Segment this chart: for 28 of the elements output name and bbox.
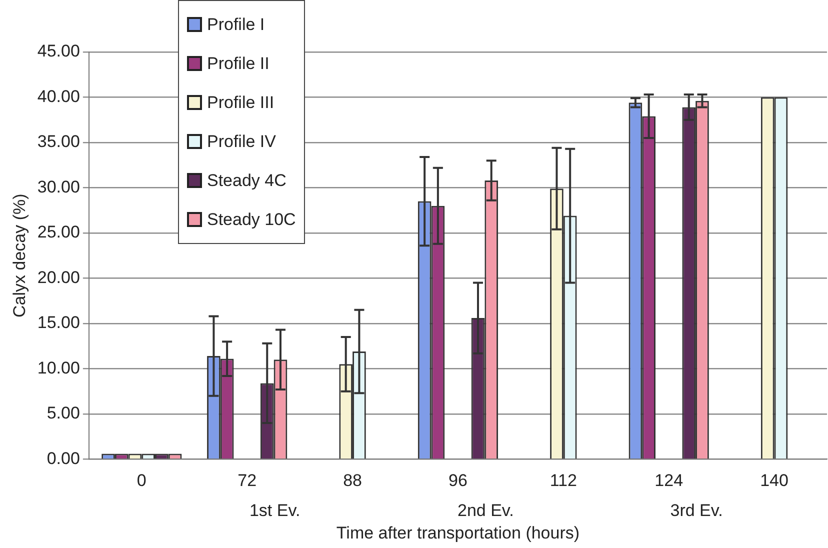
- x-axis-title: Time after transportation (hours): [336, 523, 580, 542]
- y-tick-label: 10.00: [37, 358, 80, 378]
- x-tick-label: 96: [448, 471, 468, 490]
- x-tick-label: 140: [760, 471, 788, 490]
- y-tick-label: 0.00: [46, 448, 80, 468]
- legend-label: Steady 10C: [207, 210, 296, 230]
- text: 3rd Ev.: [670, 500, 723, 520]
- y-tick-label: 45.00: [37, 42, 80, 61]
- x-tick-label: 112: [550, 471, 577, 490]
- legend-label: Profile III: [207, 92, 274, 112]
- x-tick-label: 0: [136, 471, 146, 490]
- x-tick-label: 124: [654, 471, 684, 490]
- legend-label: Profile II: [207, 54, 270, 74]
- y-tick-label: 5.00: [46, 404, 80, 423]
- y-tick-label: 40.00: [37, 86, 80, 106]
- legend-label: Profile IV: [207, 132, 276, 152]
- y-axis-title: Calyx decay (%): [10, 194, 29, 318]
- y-tick-label: 30.00: [37, 177, 80, 196]
- x-tick-label: 72: [238, 471, 257, 490]
- y-tick-label: 15.00: [37, 313, 80, 332]
- legend-label: Profile I: [207, 14, 265, 34]
- x-tick-label: 88: [343, 471, 362, 490]
- text: 2nd Ev.: [457, 500, 514, 520]
- text: 1st Ev.: [249, 500, 300, 520]
- legend-label: Steady 4C: [207, 170, 286, 190]
- y-tick-label: 35.00: [37, 132, 80, 152]
- y-tick-label: 20.00: [37, 268, 80, 287]
- y-tick-label: 25.00: [37, 222, 80, 242]
